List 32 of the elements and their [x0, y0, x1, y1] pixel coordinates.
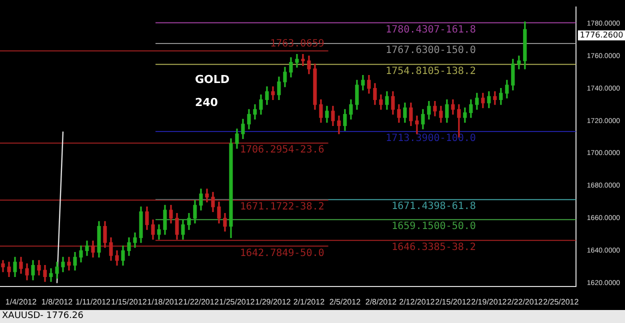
x-tick-label: 2/15/2012 [435, 297, 472, 306]
x-tick-label: 2/8/2012 [365, 297, 398, 306]
ref-line-label: 1780.4307-161.8 [386, 24, 476, 36]
ref-line-label: 1754.8105-138.2 [386, 66, 476, 77]
x-tick-label: 1/25/2012 [219, 297, 256, 306]
ref-line-label: 1706.2954-23.6 [240, 144, 324, 156]
x-tick-label: 2/22/2012 [507, 297, 544, 306]
x-tick-label: 2/1/2012 [293, 297, 326, 306]
ref-line-label: 1671.1722-38.2 [240, 202, 324, 213]
annotation: GOLD [195, 72, 230, 86]
x-tick-label: 1/8/2012 [41, 297, 74, 306]
x-tick-label: 2/5/2012 [329, 297, 362, 306]
x-tick-label: 1/18/2012 [147, 297, 184, 306]
ref-line-label: 1767.6300-150.0 [386, 45, 476, 56]
ref-line-label: 1659.1500-50.0 [392, 221, 476, 232]
ref-line-label: 1671.4398-61.8 [392, 201, 476, 212]
x-tick-label: 2/19/2012 [471, 297, 508, 306]
candlestick [415, 116, 419, 134]
x-tick-label: 1/4/2012 [5, 297, 38, 306]
x-tick-label: 2/25/2012 [543, 297, 580, 306]
ref-line-label: 1646.3385-38.2 [392, 242, 476, 253]
x-tick-label: 1/22/2012 [183, 297, 220, 306]
x-tick-label: 1/15/2012 [111, 297, 148, 306]
x-tick-label: 1/29/2012 [255, 297, 292, 306]
text: 1776.2600 [580, 30, 624, 40]
annotation: 240 [195, 96, 218, 109]
x-tick-label: 1/11/2012 [75, 297, 112, 306]
candlestick [301, 54, 305, 66]
x-tick-label: 2/12/2012 [399, 297, 436, 306]
ref-line-label: 1642.7849-50.0 [240, 248, 324, 259]
text: XAUUSD- 1776.26 [0, 310, 625, 323]
ref-line-label: 1713.3900-100.0 [386, 133, 476, 144]
